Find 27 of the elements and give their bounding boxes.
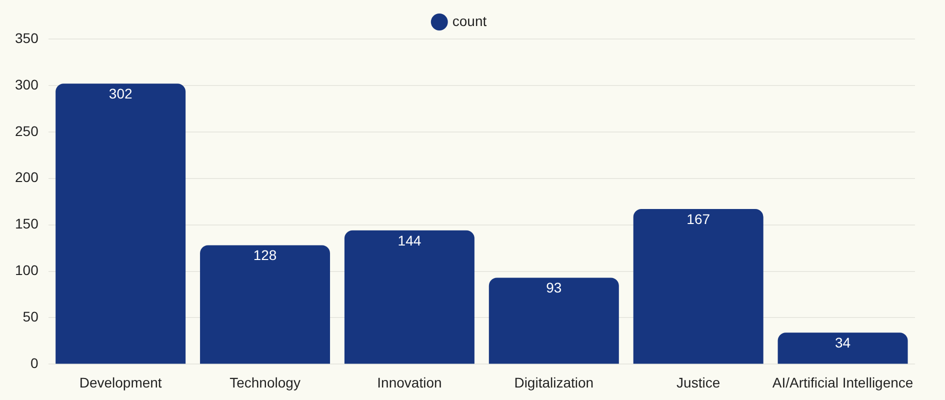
data-label: 93 bbox=[546, 280, 562, 296]
x-tick-label: Innovation bbox=[377, 374, 442, 390]
x-tick-label: Development bbox=[79, 374, 162, 390]
x-tick-label: Justice bbox=[676, 374, 720, 390]
y-tick-label: 50 bbox=[22, 308, 39, 325]
y-tick-label: 250 bbox=[15, 122, 39, 139]
legend-label: count bbox=[452, 12, 487, 29]
bar bbox=[344, 230, 474, 364]
x-tick-label: AI/Artificial Intelligence bbox=[772, 374, 914, 390]
x-tick-label: Technology bbox=[230, 374, 300, 390]
data-label: 302 bbox=[108, 85, 132, 102]
bar bbox=[56, 84, 186, 364]
data-label: 167 bbox=[686, 210, 710, 227]
bar bbox=[633, 209, 764, 364]
bar bbox=[200, 245, 330, 364]
data-label: 128 bbox=[253, 247, 277, 264]
data-label: 34 bbox=[834, 334, 851, 350]
y-tick-label: 100 bbox=[15, 262, 39, 278]
y-tick-label: 200 bbox=[15, 169, 39, 186]
x-tick-label: Digitalization bbox=[514, 374, 594, 390]
y-tick-label: 300 bbox=[15, 76, 39, 92]
y-tick-label: 150 bbox=[15, 216, 39, 232]
y-tick-label: 0 bbox=[30, 355, 39, 372]
y-tick-label: 350 bbox=[15, 30, 39, 46]
bar bbox=[488, 278, 619, 364]
bar bbox=[778, 332, 908, 364]
data-label: 144 bbox=[398, 232, 422, 248]
